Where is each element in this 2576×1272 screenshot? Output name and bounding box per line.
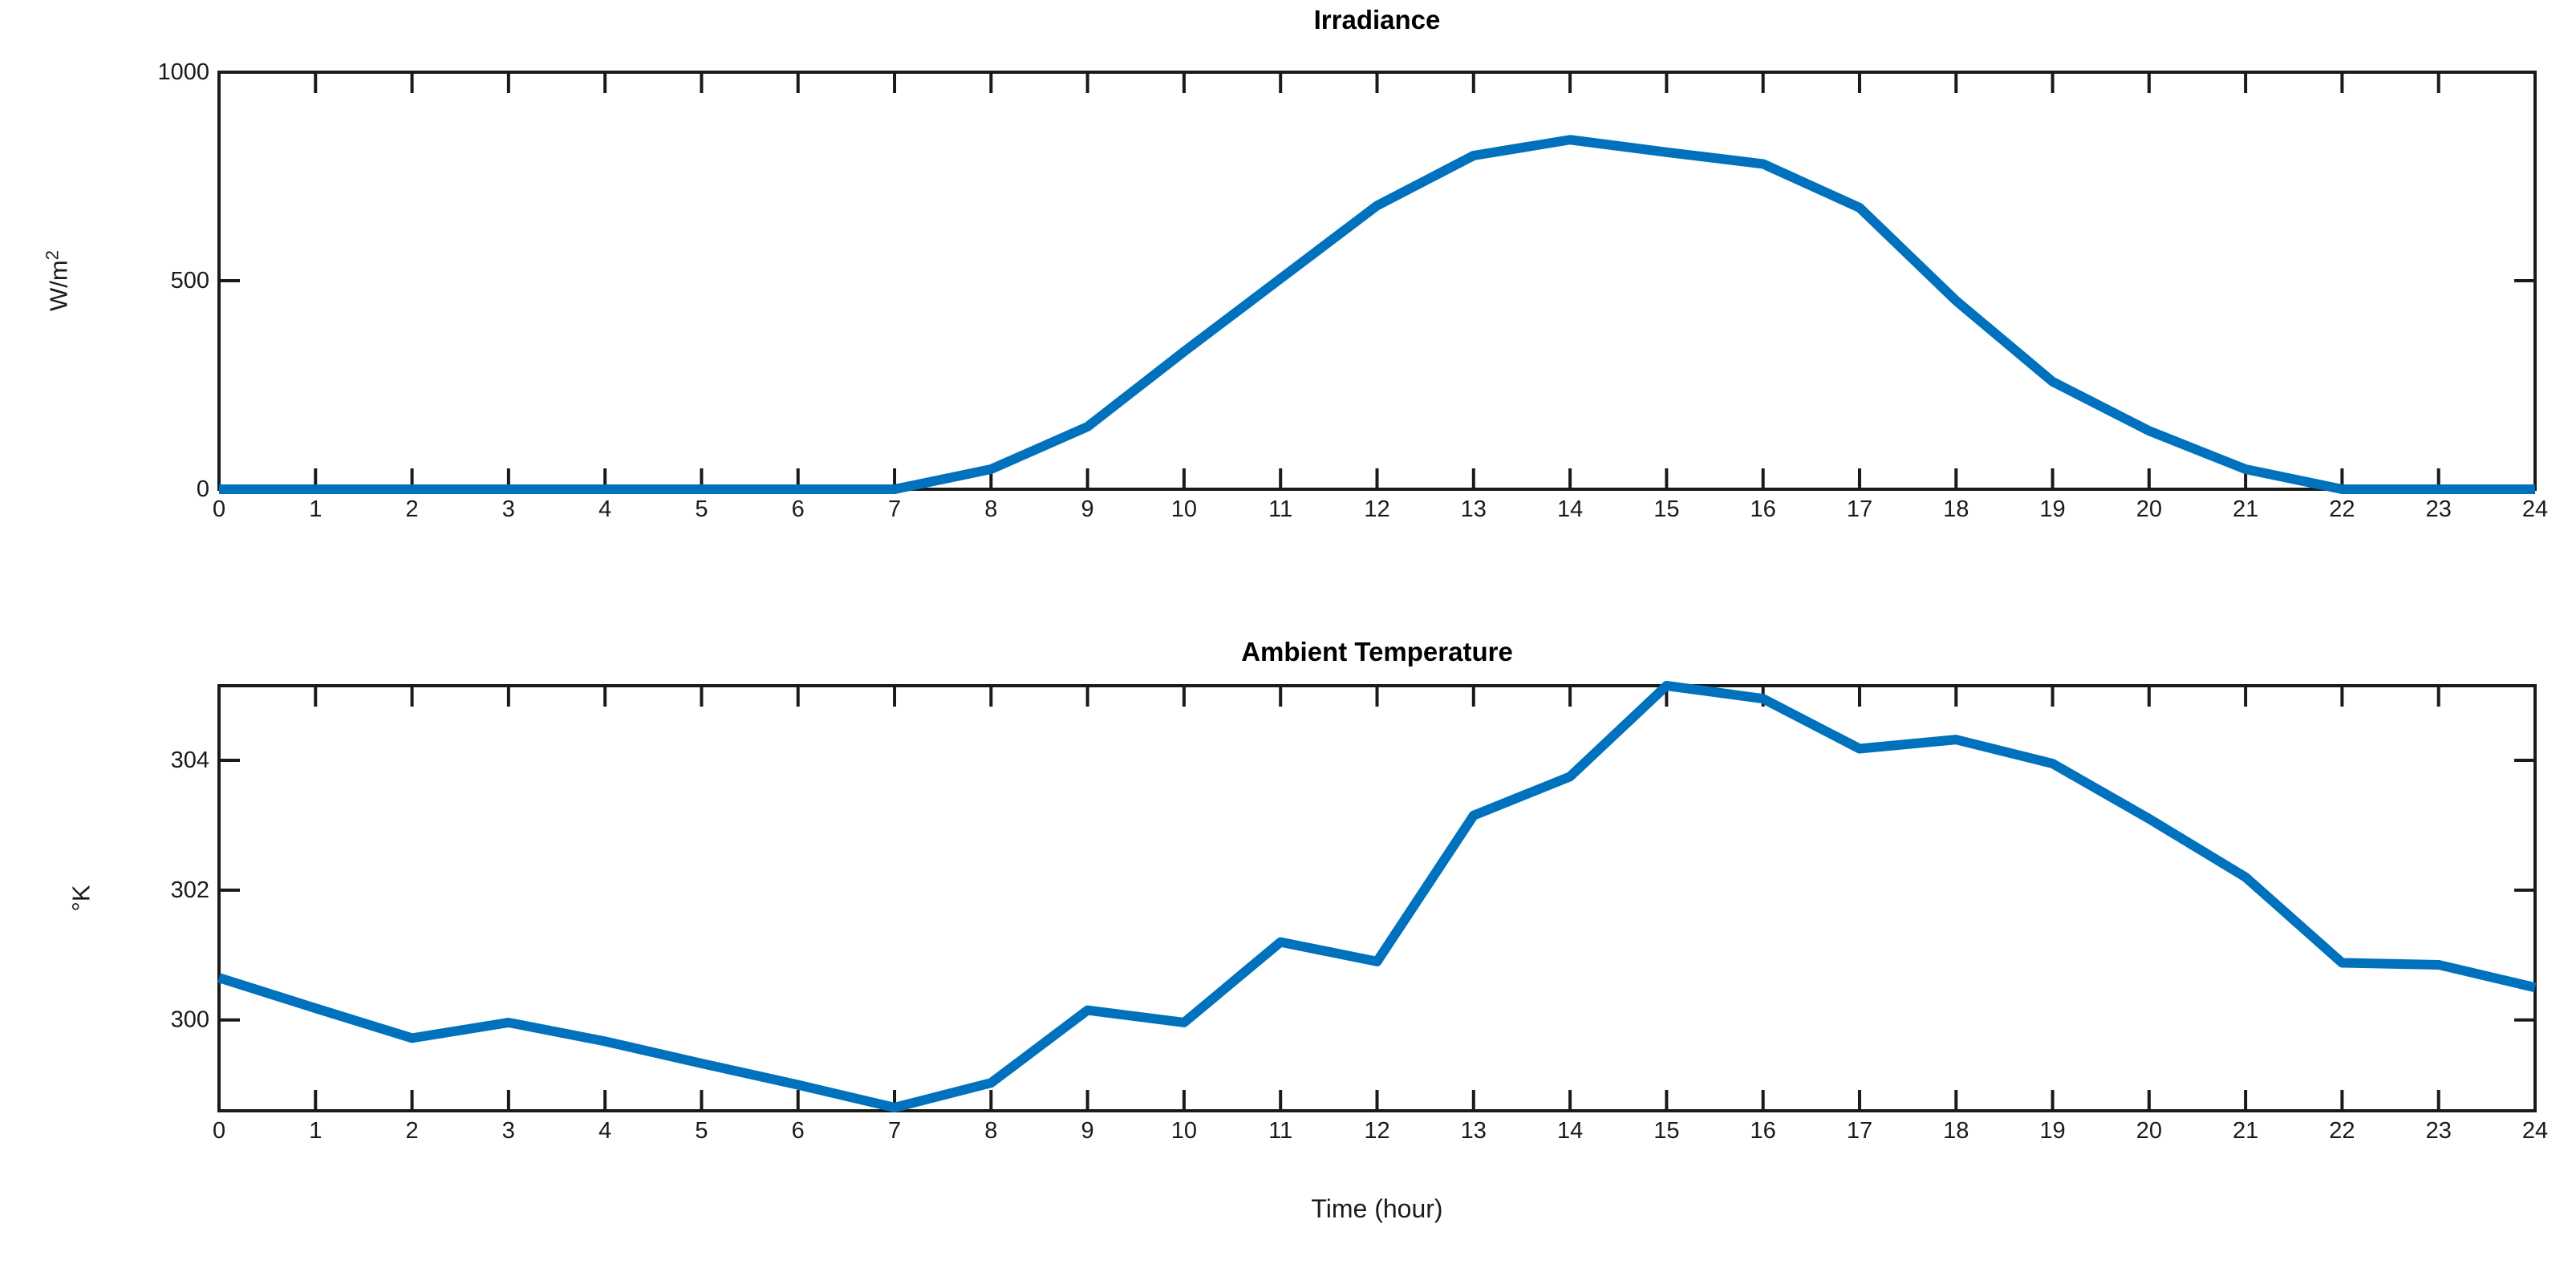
ambient-temperature-x-tick-label: 14 [1557, 1118, 1583, 1144]
irradiance-x-tick-label: 17 [1847, 496, 1872, 522]
ambient-temperature-x-tick-label: 24 [2522, 1118, 2548, 1144]
ambient-temperature-x-tick-label: 11 [1268, 1118, 1292, 1144]
ambient-temperature-x-tick-label: 17 [1847, 1118, 1872, 1144]
irradiance-x-tick-label: 9 [1081, 496, 1094, 522]
ambient-temperature-y-tick-label: 300 [171, 1007, 209, 1033]
irradiance-x-tick-label: 8 [984, 496, 997, 522]
irradiance-plot-area: 0 1 2 3 4 5 6 7 8 9 10 11 12 13 14 15 16 17 18 19 20 21 22 23 24… [157, 59, 2548, 522]
irradiance-x-tick-label: 7 [888, 496, 901, 522]
ambient-temperature-x-tick-label: 3 [502, 1118, 515, 1144]
irradiance-x-tick-label: 1 [309, 496, 322, 522]
irradiance-x-tick-label: 18 [1943, 496, 1969, 522]
ambient-temperature-line [217, 681, 2537, 1112]
irradiance-y-axis-label-superscript: 2 [42, 250, 63, 261]
ambient-temperature-x-tick-label: 9 [1081, 1118, 1094, 1144]
ambient-temperature-x-tick-label: 22 [2329, 1118, 2355, 1144]
irradiance-axes-box [217, 71, 2537, 491]
ambient-temperature-x-tick-label: 19 [2039, 1118, 2065, 1144]
irradiance-y-tick-label: 1000 [157, 59, 209, 85]
ambient-temperature-x-tick-label: 6 [792, 1118, 805, 1144]
ambient-temperature-x-tick-label: 16 [1750, 1118, 1776, 1144]
irradiance-x-tick-label: 11 [1268, 496, 1292, 522]
irradiance-line [219, 135, 2535, 494]
irradiance-x-tick-label: 16 [1750, 496, 1776, 522]
ambient-temperature-x-tick-label: 12 [1364, 1118, 1389, 1144]
ambient-temperature-y-tick-label: 304 [171, 747, 209, 773]
irradiance-x-tick-label: 4 [598, 496, 611, 522]
irradiance-y-axis-label: W/m2 [42, 250, 73, 311]
ambient-temperature-x-tick-label: 2 [406, 1118, 419, 1144]
ambient-temperature-title: Ambient Temperature [1241, 637, 1513, 666]
ambient-temperature-x-tick-label: 0 [213, 1118, 225, 1144]
ambient-temperature-y-axis-label-text: °K [67, 885, 95, 912]
irradiance-y-tick-label: 500 [171, 268, 209, 294]
irradiance-x-tick-label: 15 [1653, 496, 1679, 522]
x-axis-label: Time (hour) [1311, 1194, 1443, 1223]
ambient-temperature-y-axis-label: °K [64, 885, 95, 911]
ambient-temperature-x-tick-label: 10 [1171, 1118, 1197, 1144]
irradiance-x-tick-label: 19 [2039, 496, 2065, 522]
ambient-temperature-x-tick-label: 7 [888, 1118, 901, 1144]
irradiance-x-tick-label: 0 [213, 496, 225, 522]
ambient-temperature-x-tick-label: 18 [1943, 1118, 1969, 1144]
irradiance-x-tick-label: 3 [502, 496, 515, 522]
irradiance-x-tick-label: 14 [1557, 496, 1583, 522]
ambient-temperature-x-tick-label: 8 [984, 1118, 997, 1144]
ambient-temperature-x-tick-label: 23 [2426, 1118, 2452, 1144]
irradiance-x-tick-label: 10 [1171, 496, 1197, 522]
irradiance-x-tick-label: 20 [2136, 496, 2162, 522]
irradiance-x-tick-label: 12 [1364, 496, 1389, 522]
irradiance-y-axis-label-text: W/m [44, 260, 73, 311]
ambient-temperature-plot-area: 0 1 2 3 4 5 6 7 8 9 10 11 12 13 14 15 16 17 18 19 20 21 22 23 24… [171, 681, 2548, 1144]
ambient-temperature-x-tick-label: 5 [695, 1118, 708, 1144]
irradiance-y-tick-label: 0 [197, 476, 209, 502]
ambient-temperature-y-tick-label: 302 [171, 877, 209, 903]
ambient-temperature-x-tick-label: 20 [2136, 1118, 2162, 1144]
irradiance-x-tick-label: 24 [2522, 496, 2548, 522]
irradiance-x-tick-label: 5 [695, 496, 708, 522]
ambient-temperature-x-tick-label: 21 [2233, 1118, 2258, 1144]
ambient-temperature-x-tick-label: 15 [1653, 1118, 1679, 1144]
irradiance-x-tick-label: 22 [2329, 496, 2355, 522]
irradiance-x-tick-label: 13 [1461, 496, 1487, 522]
irradiance-x-tick-label: 6 [792, 496, 805, 522]
ambient-temperature-x-tick-label: 4 [598, 1118, 611, 1144]
irradiance-x-tick-label: 2 [406, 496, 419, 522]
ambient-temperature-x-tick-label: 1 [309, 1118, 322, 1144]
irradiance-title: Irradiance [1313, 5, 1441, 34]
irradiance-x-tick-label: 21 [2233, 496, 2258, 522]
ambient-temperature-x-tick-label: 13 [1461, 1118, 1487, 1144]
irradiance-x-tick-label: 23 [2426, 496, 2452, 522]
ambient-temperature-axes-box [217, 684, 2537, 1112]
